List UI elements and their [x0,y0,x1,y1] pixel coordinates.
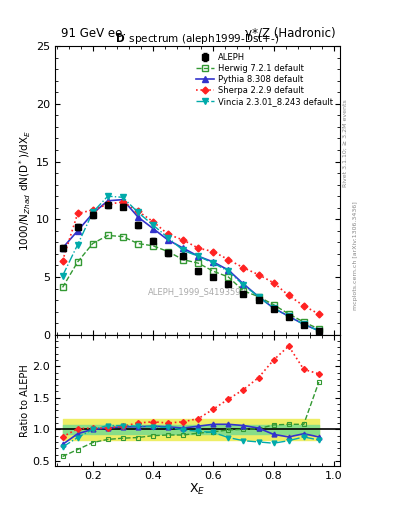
Pythia 8.308 default [90,210,95,217]
Herwig 7.2.1 default [301,319,306,325]
Vincia 2.3.01_8.243 default [181,247,185,253]
Pythia 8.308 default [196,253,200,259]
Pythia 8.308 default [256,293,261,300]
Sherpa 2.2.9 default [271,280,276,286]
Line: Pythia 8.308 default: Pythia 8.308 default [59,197,322,334]
Pythia 8.308 default [286,313,291,319]
Pythia 8.308 default [60,245,65,251]
Sherpa 2.2.9 default [286,292,291,298]
Herwig 7.2.1 default [271,302,276,308]
Text: γ*/Z (Hadronic): γ*/Z (Hadronic) [245,27,336,40]
Herwig 7.2.1 default [226,274,231,280]
Pythia 8.308 default [121,197,125,203]
Vincia 2.3.01_8.243 default [151,222,155,228]
Herwig 7.2.1 default [286,311,291,317]
Vincia 2.3.01_8.243 default [286,313,291,319]
Pythia 8.308 default [301,321,306,327]
Vincia 2.3.01_8.243 default [196,253,200,259]
Pythia 8.308 default [226,267,231,273]
Vincia 2.3.01_8.243 default [316,328,321,334]
Vincia 2.3.01_8.243 default [75,242,80,248]
Pythia 8.308 default [181,245,185,251]
Vincia 2.3.01_8.243 default [271,305,276,311]
Sherpa 2.2.9 default [75,210,80,217]
Herwig 7.2.1 default [151,243,155,249]
Vincia 2.3.01_8.243 default [60,273,65,279]
Pythia 8.308 default [136,214,140,220]
Sherpa 2.2.9 default [90,207,95,213]
Vincia 2.3.01_8.243 default [121,194,125,200]
Sherpa 2.2.9 default [256,271,261,278]
Vincia 2.3.01_8.243 default [136,209,140,216]
Herwig 7.2.1 default [136,241,140,247]
Sherpa 2.2.9 default [196,245,200,251]
Herwig 7.2.1 default [211,268,216,274]
Line: Vincia 2.3.01_8.243 default: Vincia 2.3.01_8.243 default [59,193,322,334]
Vincia 2.3.01_8.243 default [211,260,216,266]
Sherpa 2.2.9 default [151,219,155,225]
Sherpa 2.2.9 default [226,257,231,263]
Vincia 2.3.01_8.243 default [256,293,261,300]
Pythia 8.308 default [271,305,276,311]
Sherpa 2.2.9 default [166,231,171,238]
Pythia 8.308 default [241,281,246,287]
Herwig 7.2.1 default [316,326,321,332]
Pythia 8.308 default [316,328,321,334]
Line: Sherpa 2.2.9 default: Sherpa 2.2.9 default [60,200,321,316]
Herwig 7.2.1 default [196,260,200,266]
Herwig 7.2.1 default [241,288,246,294]
Pythia 8.308 default [105,198,110,204]
Vincia 2.3.01_8.243 default [90,209,95,216]
Vincia 2.3.01_8.243 default [226,268,231,274]
Sherpa 2.2.9 default [181,237,185,243]
Herwig 7.2.1 default [121,233,125,240]
Sherpa 2.2.9 default [316,311,321,317]
Herwig 7.2.1 default [181,257,185,263]
Vincia 2.3.01_8.243 default [241,282,246,288]
Herwig 7.2.1 default [256,293,261,300]
Title: $\mathbf{D}^{\!\mathbf{\cdot}}$ spectrum (aleph1999-Dst+-): $\mathbf{D}^{\!\mathbf{\cdot}}$ spectrum… [115,32,280,46]
Vincia 2.3.01_8.243 default [301,321,306,327]
Text: 91 GeV ee: 91 GeV ee [61,27,122,40]
Pythia 8.308 default [151,225,155,231]
Sherpa 2.2.9 default [105,201,110,207]
Herwig 7.2.1 default [166,248,171,254]
Text: Rivet 3.1.10; ≥ 3.2M events: Rivet 3.1.10; ≥ 3.2M events [343,99,347,187]
Sherpa 2.2.9 default [211,248,216,254]
Vincia 2.3.01_8.243 default [105,193,110,199]
Sherpa 2.2.9 default [60,258,65,264]
Legend: ALEPH, Herwig 7.2.1 default, Pythia 8.308 default, Sherpa 2.2.9 default, Vincia : ALEPH, Herwig 7.2.1 default, Pythia 8.30… [193,50,336,109]
Herwig 7.2.1 default [60,284,65,290]
Herwig 7.2.1 default [105,232,110,239]
Text: ALEPH_1999_S4193598: ALEPH_1999_S4193598 [148,287,247,296]
Herwig 7.2.1 default [90,241,95,247]
Sherpa 2.2.9 default [136,208,140,214]
Vincia 2.3.01_8.243 default [166,234,171,241]
Line: Herwig 7.2.1 default: Herwig 7.2.1 default [60,232,321,332]
X-axis label: X$_E$: X$_E$ [189,482,206,497]
Herwig 7.2.1 default [75,259,80,265]
Pythia 8.308 default [166,237,171,243]
Pythia 8.308 default [211,259,216,265]
Sherpa 2.2.9 default [121,199,125,205]
Y-axis label: 1000/N$_{Zhad}$ dN(D$^*$)/dX$_E$: 1000/N$_{Zhad}$ dN(D$^*$)/dX$_E$ [18,130,33,251]
Y-axis label: Ratio to ALEPH: Ratio to ALEPH [20,364,29,437]
Sherpa 2.2.9 default [241,265,246,271]
Sherpa 2.2.9 default [301,303,306,309]
Pythia 8.308 default [75,228,80,234]
Text: mcplots.cern.ch [arXiv:1306.3436]: mcplots.cern.ch [arXiv:1306.3436] [353,202,358,310]
